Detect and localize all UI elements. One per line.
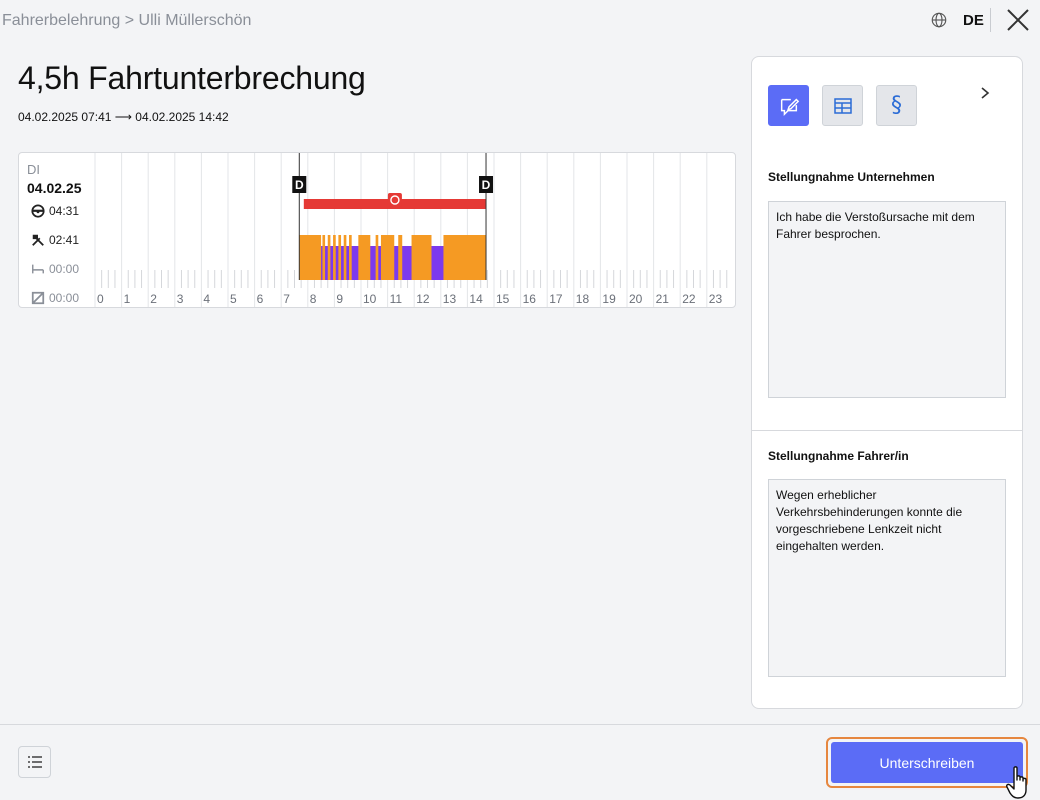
hour-label: 17	[549, 292, 563, 306]
divider	[990, 8, 991, 32]
hour-label: 12	[416, 292, 430, 306]
violation-icon	[390, 195, 400, 205]
violation-badge	[387, 193, 402, 207]
work-bar	[349, 235, 352, 280]
tab-comment[interactable]	[768, 85, 809, 126]
sign-button-focus: Unterschreiben	[826, 737, 1028, 788]
activity-timeline: 0 1 2 3 4 5 6 7 8 9 10 11 12 13 14 15 16 17 18 19 20 21 22 23D D	[94, 153, 728, 307]
hour-label: 10	[363, 292, 377, 306]
hour-label: 0	[97, 292, 104, 306]
day-short: DI	[27, 162, 40, 177]
company-statement-field[interactable]: Ich habe die Verstoßursache mit dem Fahr…	[768, 201, 1006, 398]
work-stat-value: 02:41	[49, 233, 80, 247]
hour-label: 23	[709, 292, 723, 306]
hour-label: 20	[629, 292, 643, 306]
availability-icon	[31, 291, 45, 305]
driving-stat-value: 04:31	[49, 204, 80, 218]
work-bar	[338, 235, 342, 280]
language-selector[interactable]: DE	[963, 12, 984, 29]
marker-badge	[479, 176, 494, 193]
footer-divider	[0, 724, 1040, 725]
marker-badge	[292, 176, 307, 193]
work-bar	[299, 235, 322, 280]
hour-label: 16	[523, 292, 537, 306]
table-icon	[833, 97, 852, 114]
driver-statement-title: Stellungnahme Fahrer/in	[768, 449, 909, 463]
page-title: 4,5h Fahrtunterbrechung	[18, 60, 366, 96]
rest-stat-value: 00:00	[49, 262, 80, 276]
hour-label: 9	[336, 292, 343, 306]
close-icon[interactable]	[1005, 7, 1031, 33]
chevron-right-icon[interactable]	[978, 85, 992, 101]
availability-stat: 00:00	[31, 291, 79, 305]
hour-label: 2	[150, 292, 157, 306]
hour-label: 21	[656, 292, 670, 306]
company-statement-title: Stellungnahme Unternehmen	[768, 170, 935, 184]
driver-statement-field[interactable]: Wegen erheblicher Verkehrsbehinderungen …	[768, 479, 1006, 677]
hand-cursor-icon	[1006, 766, 1027, 799]
comment-panel: § Stellungnahme Unternehmen Ich habe die…	[751, 56, 1023, 709]
bed-icon	[32, 264, 44, 274]
list-button[interactable]	[18, 746, 51, 778]
driving-stat: 04:31	[31, 204, 79, 218]
date-range: 04.02.2025 07:41 ⟶ 04.02.2025 14:42	[18, 110, 229, 124]
marker-label: D	[295, 178, 304, 192]
rest-stat: 00:00	[31, 262, 79, 276]
section-divider	[752, 430, 1022, 431]
top-bar: Fahrerbelehrung > Ulli Müllerschön DE	[0, 0, 1040, 40]
hour-label: 13	[443, 292, 457, 306]
edit-comment-icon	[780, 98, 799, 116]
hour-label: 3	[177, 292, 184, 306]
hour-label: 8	[310, 292, 317, 306]
hammer-icon	[32, 234, 44, 246]
hour-label: 4	[203, 292, 210, 306]
sign-button[interactable]: Unterschreiben	[831, 742, 1023, 783]
work-bar	[398, 235, 403, 280]
work-stat: 02:41	[31, 233, 79, 247]
breadcrumb[interactable]: Fahrerbelehrung > Ulli Müllerschön	[2, 12, 252, 29]
hour-label: 5	[230, 292, 237, 306]
work-bar	[343, 235, 347, 280]
hour-label: 15	[496, 292, 510, 306]
work-bar	[380, 235, 395, 280]
hour-label: 7	[283, 292, 290, 306]
hour-label: 19	[602, 292, 616, 306]
hour-label: 11	[390, 292, 403, 306]
globe-icon[interactable]	[930, 11, 948, 29]
work-bar	[443, 235, 487, 280]
work-bar	[411, 235, 432, 280]
work-bar	[375, 235, 379, 280]
tab-paragraph[interactable]: §	[876, 85, 917, 126]
day-date: 04.02.25	[27, 180, 82, 196]
work-bar	[333, 235, 336, 280]
work-bar	[327, 235, 331, 280]
availability-stat-value: 00:00	[49, 291, 80, 305]
hour-label: 18	[576, 292, 590, 306]
hour-label: 14	[469, 292, 483, 306]
hour-label: 6	[257, 292, 264, 306]
steering-wheel-icon	[31, 204, 45, 218]
marker-label: D	[482, 178, 491, 192]
paragraph-icon: §	[891, 93, 902, 118]
activity-chart: 0 1 2 3 4 5 6 7 8 9 10 11 12 13 14 15 16 17 18 19 20 21 22 23 D D…	[18, 152, 736, 308]
hour-label: 22	[682, 292, 696, 306]
hour-label: 1	[124, 292, 131, 306]
work-bar	[358, 235, 371, 280]
tab-table[interactable]	[822, 85, 863, 126]
list-icon	[27, 756, 42, 768]
work-bar	[322, 235, 326, 280]
